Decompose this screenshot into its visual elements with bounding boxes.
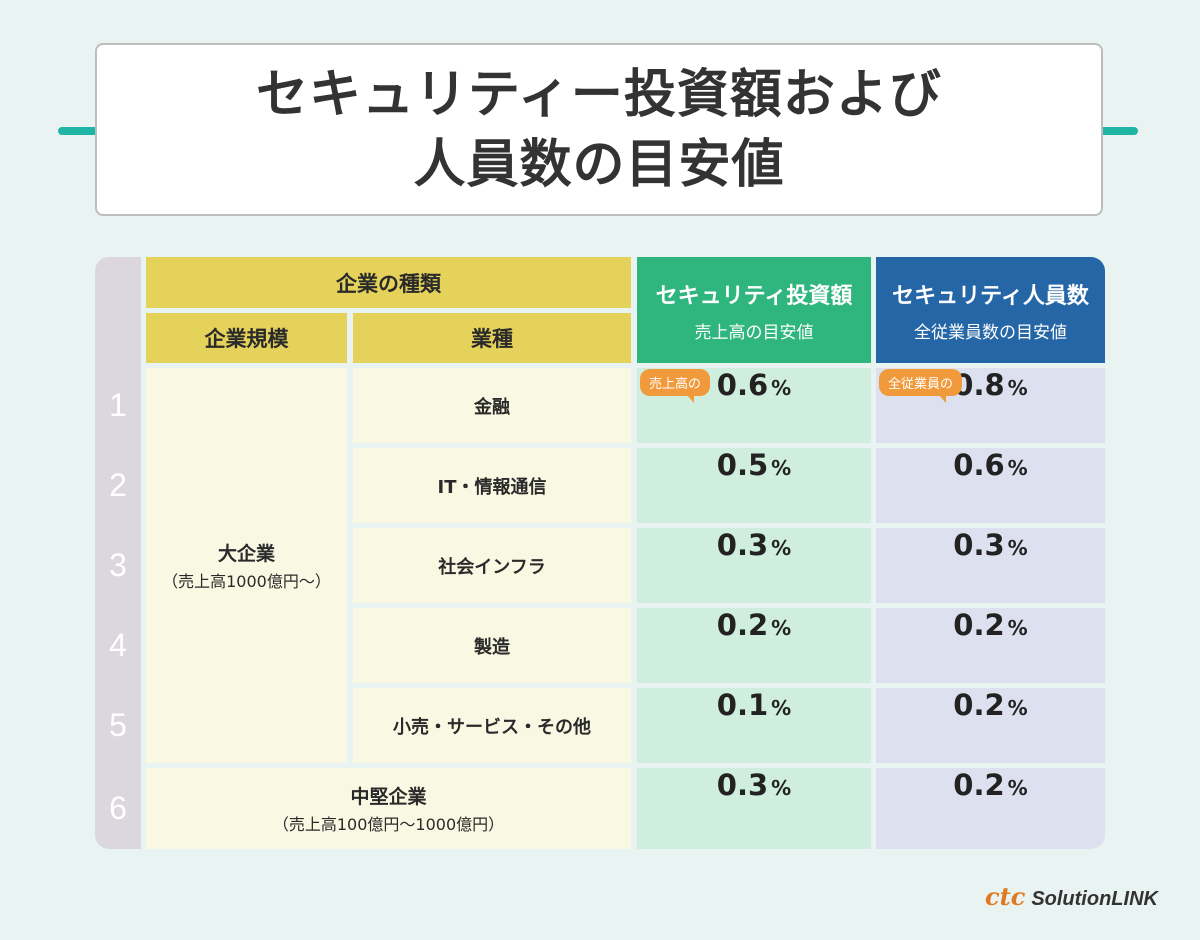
- invest-value-5: 0.1: [716, 688, 769, 722]
- title-line-1: セキュリティー投資額および: [256, 64, 942, 125]
- industry-label-2: IT・情報通信: [437, 476, 547, 498]
- percent-unit: %: [1007, 696, 1028, 720]
- right-accent-dash: [1068, 127, 1138, 135]
- row-number: 6: [95, 768, 141, 849]
- row-number: 5: [95, 688, 141, 763]
- staff-value-4: 0.2: [953, 608, 1005, 642]
- percent-unit: %: [1007, 776, 1028, 800]
- staff-value-5: 0.2: [953, 688, 1005, 722]
- title-box: セキュリティー投資額および 人員数の目安値: [95, 43, 1103, 216]
- guideline-table: 企業の種類 企業規模 業種 セキュリティ投資額 売上高の目安値 セキュリティ人員…: [95, 257, 1105, 849]
- industry-cell: 金融: [353, 368, 631, 443]
- invest-bubble: 売上高の: [640, 369, 711, 403]
- row-number-column: [95, 257, 141, 849]
- logo-text: SolutionLINK: [1031, 888, 1158, 910]
- percent-unit: %: [771, 696, 792, 720]
- percent-unit: %: [771, 616, 792, 640]
- invest-value-6: 0.3: [716, 768, 769, 802]
- staff-value-2: 0.6: [953, 448, 1005, 482]
- industry-cell: 小売・サービス・その他: [353, 688, 631, 763]
- invest-value-cell: 0.3%: [637, 528, 871, 603]
- row-number-3: 3: [109, 547, 127, 583]
- industry-label-1: 金融: [474, 396, 510, 418]
- header-staff: セキュリティ人員数 全従業員数の目安値: [876, 257, 1105, 363]
- row-number: 4: [95, 608, 141, 683]
- percent-unit: %: [1007, 616, 1028, 640]
- invest-value-2: 0.5: [716, 448, 769, 482]
- invest-value-cell: 0.5%: [637, 448, 871, 523]
- large-company-cell: 大企業 （売上高1000億円〜）: [146, 368, 347, 763]
- percent-unit: %: [771, 376, 792, 400]
- percent-unit: %: [1007, 456, 1028, 480]
- percent-unit: %: [1007, 536, 1028, 560]
- invest-value-cell: 0.3%: [637, 768, 871, 849]
- row-number-6: 6: [109, 790, 127, 826]
- industry-label-4: 製造: [474, 636, 510, 658]
- invest-value-3: 0.3: [716, 528, 769, 562]
- header-invest: セキュリティ投資額 売上高の目安値: [637, 257, 871, 363]
- staff-value-cell: 0.2%: [876, 768, 1105, 849]
- ctc-solutionlink-logo: ctc SolutionLINK: [985, 882, 1158, 911]
- row-number: 2: [95, 448, 141, 523]
- large-company-note: （売上高1000億円〜）: [162, 572, 331, 591]
- header-invest-title: セキュリティ投資額: [655, 283, 853, 309]
- staff-value-6: 0.2: [953, 768, 1005, 802]
- staff-value-cell: 0.3%: [876, 528, 1105, 603]
- invest-value-cell: 0.1%: [637, 688, 871, 763]
- header-staff-title: セキュリティ人員数: [892, 283, 1089, 309]
- header-invest-sub: 売上高の目安値: [694, 322, 814, 343]
- percent-unit: %: [771, 456, 792, 480]
- mid-company-cell: 中堅企業 （売上高100億円〜1000億円）: [146, 768, 631, 849]
- industry-cell: 製造: [353, 608, 631, 683]
- row-number-5: 5: [109, 707, 127, 743]
- header-company-type-label: 企業の種類: [336, 271, 441, 296]
- staff-value-cell: 0.2%: [876, 608, 1105, 683]
- staff-value-cell: 0.2%: [876, 688, 1105, 763]
- row-number-1: 1: [109, 387, 127, 423]
- title-line-2: 人員数の目安値: [413, 134, 785, 195]
- staff-value-3: 0.3: [953, 528, 1005, 562]
- invest-value-cell: 0.2%: [637, 608, 871, 683]
- industry-cell: IT・情報通信: [353, 448, 631, 523]
- row-number: 3: [95, 528, 141, 603]
- header-company-type: 企業の種類: [146, 257, 631, 308]
- header-industry-label: 業種: [471, 327, 513, 351]
- industry-cell: 社会インフラ: [353, 528, 631, 603]
- industry-label-3: 社会インフラ: [438, 556, 546, 578]
- percent-unit: %: [771, 536, 792, 560]
- invest-value-4: 0.2: [716, 608, 769, 642]
- left-accent-dash: [58, 127, 128, 135]
- header-industry: 業種: [353, 313, 631, 363]
- staff-bubble: 全従業員の: [879, 369, 963, 403]
- mid-company-name: 中堅企業: [350, 786, 427, 808]
- percent-unit: %: [1007, 376, 1028, 400]
- header-staff-sub: 全従業員数の目安値: [914, 322, 1067, 343]
- percent-unit: %: [771, 776, 792, 800]
- invest-value-1: 0.6: [716, 368, 769, 402]
- industry-label-5: 小売・サービス・その他: [393, 716, 591, 738]
- logo-mark: ctc: [985, 882, 1026, 911]
- row-number-2: 2: [109, 467, 127, 503]
- row-number: 1: [95, 368, 141, 443]
- staff-value-cell: 0.6%: [876, 448, 1105, 523]
- large-company-name: 大企業: [217, 543, 275, 565]
- row-number-4: 4: [109, 627, 127, 663]
- header-size-label: 企業規模: [204, 327, 289, 351]
- mid-company-note: （売上高100億円〜1000億円）: [272, 815, 505, 834]
- header-size: 企業規模: [146, 313, 347, 363]
